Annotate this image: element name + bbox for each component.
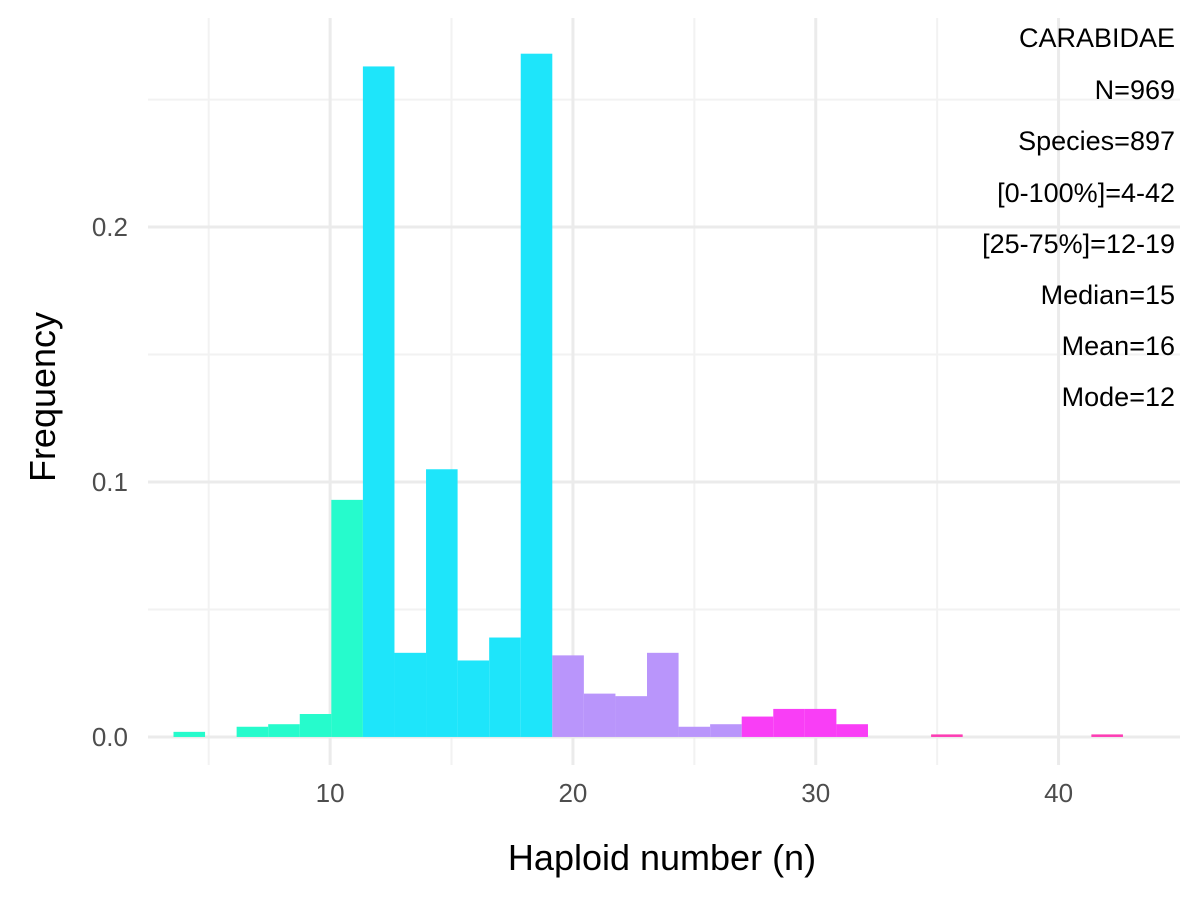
histogram-bar: [710, 724, 742, 737]
annotation-species: Species=897: [1018, 126, 1175, 156]
annotation-median: Median=15: [1041, 280, 1175, 310]
histogram-bar: [773, 708, 805, 737]
histogram-bar: [489, 637, 521, 737]
histogram-bar: [615, 696, 648, 737]
summary-statistics: CARABIDAE N=969 Species=897 [0-100%]=4-4…: [982, 23, 1175, 412]
histogram-bar: [299, 714, 332, 737]
y-tick-label: 0.0: [92, 722, 128, 752]
histogram-bar: [804, 708, 837, 737]
histogram-bar: [647, 652, 679, 737]
annotation-mode: Mode=12: [1062, 382, 1175, 412]
histogram-bar: [678, 726, 711, 737]
tick-labels: 10 20 30 40 0.0 0.1 0.2: [92, 212, 1073, 808]
annotation-n: N=969: [1095, 75, 1175, 105]
histogram-bar: [836, 724, 868, 737]
x-axis-title: Haploid number (n): [508, 837, 816, 878]
annotation-iqr: [25-75%]=12-19: [982, 229, 1175, 259]
histogram-bar: [236, 726, 269, 737]
histogram-bar: [552, 655, 584, 737]
histogram-bar: [362, 66, 395, 737]
x-tick-label: 10: [316, 778, 345, 808]
histogram-bar: [741, 716, 774, 737]
histogram-bar: [331, 499, 363, 737]
y-tick-label: 0.2: [92, 212, 128, 242]
grid-lines: [148, 18, 1180, 765]
histogram-bar: [394, 652, 427, 737]
histogram-bar: [457, 660, 490, 737]
histogram-bar: [520, 53, 553, 737]
histogram-bar: [583, 693, 616, 737]
y-axis-title: Frequency: [22, 312, 63, 482]
x-tick-label: 30: [801, 778, 830, 808]
histogram-bar: [426, 469, 458, 737]
histogram-bar: [1091, 734, 1123, 737]
annotation-mean: Mean=16: [1062, 331, 1175, 361]
annotation-taxon: CARABIDAE: [1019, 23, 1175, 53]
histogram-bars: [173, 53, 1123, 737]
y-tick-label: 0.1: [92, 467, 128, 497]
histogram-bar: [173, 731, 206, 737]
x-tick-label: 40: [1044, 778, 1073, 808]
histogram-bar: [268, 724, 300, 737]
x-tick-label: 20: [558, 778, 587, 808]
annotation-range: [0-100%]=4-42: [997, 178, 1175, 208]
histogram-bar: [931, 734, 963, 737]
